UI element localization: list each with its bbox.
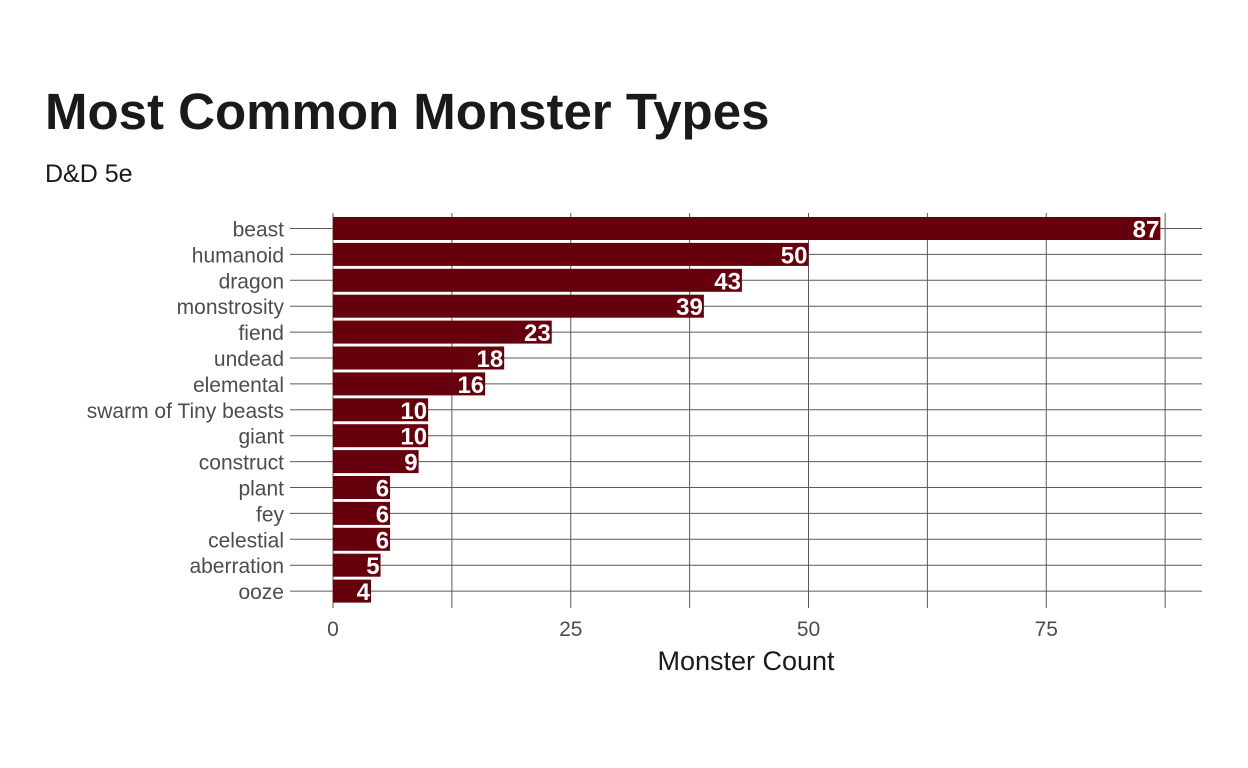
y-tick-label: ooze	[238, 581, 284, 604]
x-axis-title: Monster Count	[657, 646, 835, 676]
bar	[333, 579, 372, 603]
bar-value-label: 18	[476, 346, 503, 373]
bar	[333, 320, 552, 344]
bar-value-label: 43	[714, 268, 741, 295]
chart-title: Most Common Monster Types	[45, 83, 770, 140]
y-tick-label: fiend	[238, 322, 284, 345]
y-tick-label: celestial	[208, 529, 284, 552]
bar	[333, 424, 429, 448]
bar	[333, 398, 429, 422]
x-tick-label: 25	[559, 618, 582, 641]
bar-value-label: 4	[357, 579, 371, 606]
x-tick-label: 50	[797, 618, 820, 641]
bar	[333, 268, 742, 292]
x-tick-label: 0	[327, 618, 339, 641]
y-tick-label: beast	[233, 219, 285, 242]
bar-value-label: 9	[404, 450, 417, 477]
bar	[333, 372, 486, 396]
y-tick-label: swarm of Tiny beasts	[87, 400, 284, 423]
bar-value-label: 16	[457, 372, 484, 399]
y-tick-label: monstrosity	[177, 296, 285, 319]
y-tick-label: humanoid	[192, 244, 284, 267]
chart-subtitle: D&D 5e	[45, 160, 133, 188]
y-tick-label: fey	[256, 503, 285, 526]
bar-value-label: 10	[400, 424, 427, 451]
y-tick-label: giant	[238, 426, 284, 449]
y-tick-label: construct	[199, 452, 284, 475]
bar	[333, 346, 505, 370]
bar-value-label: 10	[400, 398, 427, 425]
bar	[333, 450, 419, 474]
grid-lines	[290, 213, 1202, 608]
y-tick-label: elemental	[193, 374, 284, 397]
bar-value-label: 5	[366, 553, 379, 580]
bar-value-label: 23	[524, 320, 551, 347]
x-axis-labels: 0 25 50 75	[327, 618, 1058, 641]
bar-value-label: 50	[781, 242, 808, 269]
y-tick-label: dragon	[219, 270, 284, 293]
bar	[333, 527, 391, 551]
y-tick-label: plant	[238, 478, 284, 501]
bar	[333, 501, 391, 525]
bar	[333, 242, 809, 266]
bar-value-label: 87	[1133, 217, 1160, 244]
y-tick-label: undead	[214, 348, 284, 371]
bar-value-label: 39	[676, 294, 703, 321]
bar-value-label: 6	[376, 476, 389, 503]
bar-value-label: 6	[376, 501, 389, 528]
bar-value-label: 6	[376, 527, 389, 554]
bar	[333, 294, 704, 318]
x-tick-label: 75	[1035, 618, 1058, 641]
bar	[333, 476, 391, 499]
bar	[333, 553, 381, 577]
bars	[333, 217, 1161, 603]
y-tick-label: aberration	[189, 555, 284, 578]
bar	[333, 217, 1161, 240]
